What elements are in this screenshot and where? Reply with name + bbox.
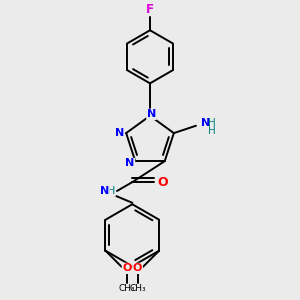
Text: O: O bbox=[122, 263, 132, 273]
Text: H: H bbox=[208, 118, 215, 128]
Text: N: N bbox=[115, 128, 124, 138]
Text: N: N bbox=[100, 186, 109, 196]
Text: O: O bbox=[133, 263, 142, 273]
Text: H: H bbox=[208, 126, 215, 136]
Text: N: N bbox=[201, 118, 211, 128]
Text: O: O bbox=[158, 176, 168, 189]
Text: CH₃: CH₃ bbox=[119, 284, 135, 292]
Text: N: N bbox=[125, 158, 135, 169]
Text: N: N bbox=[147, 109, 156, 119]
Text: F: F bbox=[146, 2, 154, 16]
Text: H: H bbox=[107, 186, 115, 196]
Text: CH₃: CH₃ bbox=[129, 284, 146, 292]
